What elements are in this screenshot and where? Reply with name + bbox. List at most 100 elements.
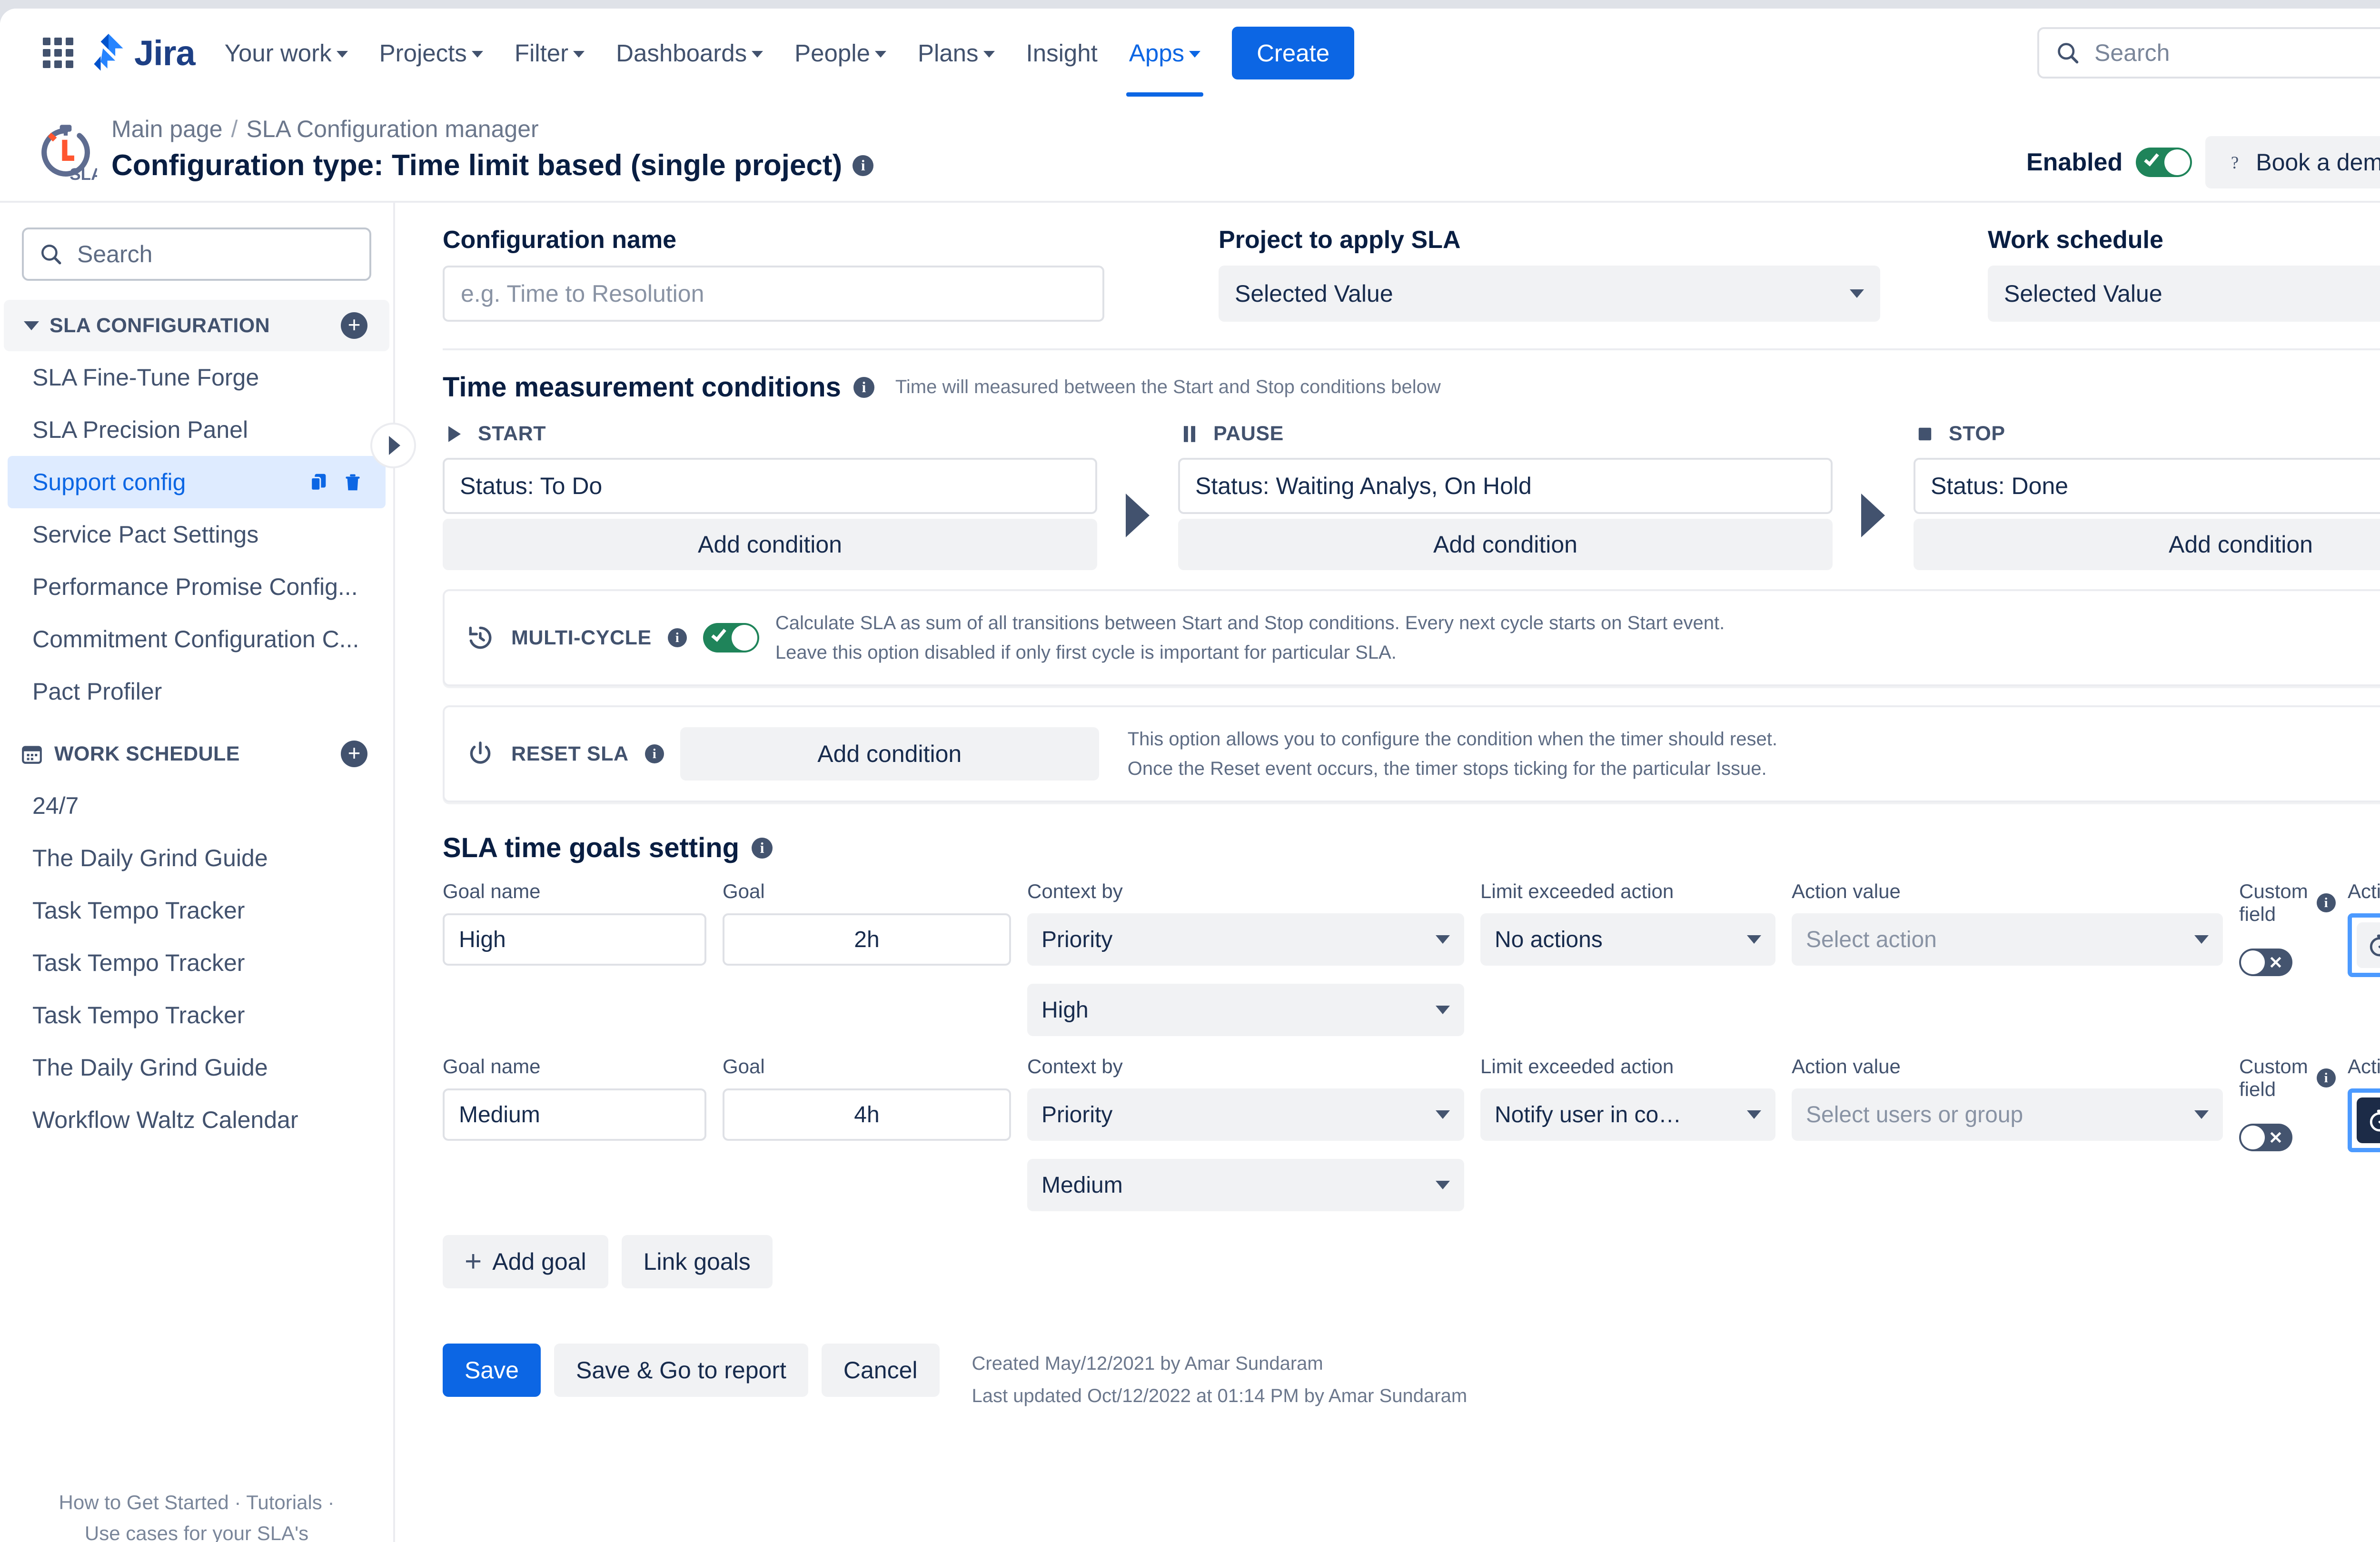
link-tutorials[interactable]: Tutorials: [246, 1491, 322, 1513]
pause-condition-column: PAUSE Status: Waiting Analys, On Hold Ad…: [1178, 422, 1833, 570]
link-use-cases[interactable]: Use cases for your SLA's: [84, 1522, 309, 1542]
actions-cell: Actions: [2348, 1055, 2380, 1152]
calendar-exclusion-button[interactable]: [2357, 922, 2380, 968]
config-top-fields: Configuration name e.g. Time to Resoluti…: [443, 226, 2380, 322]
add-goal-button[interactable]: + Add goal: [443, 1235, 608, 1288]
action-value-select[interactable]: Select action: [1792, 913, 2223, 966]
context-value-select[interactable]: Medium: [1027, 1159, 1464, 1211]
info-icon[interactable]: i: [2316, 893, 2336, 912]
link-how-to-get-started[interactable]: How to Get Started: [59, 1491, 229, 1513]
search-input[interactable]: Search: [2037, 27, 2380, 79]
nav-item-dashboards[interactable]: Dashboards: [616, 32, 764, 74]
multi-cycle-toggle[interactable]: [703, 623, 759, 652]
limit-exceeded-action-select[interactable]: No actions: [1480, 913, 1775, 966]
project-to-apply-sla-select[interactable]: Selected Value: [1219, 266, 1880, 322]
work-schedule-select[interactable]: Selected Value: [1988, 266, 2380, 322]
trash-icon[interactable]: [342, 471, 364, 493]
limit-exceeded-action-select[interactable]: Notify user in co…: [1480, 1088, 1775, 1141]
goal-name-input[interactable]: High: [443, 913, 706, 966]
sidebar-item-pact-profiler[interactable]: Pact Profiler: [0, 665, 393, 718]
context-by-select[interactable]: Priority: [1027, 913, 1464, 966]
book-a-demo-button[interactable]: ? Book a demo: [2205, 136, 2380, 188]
info-icon[interactable]: i: [752, 837, 773, 859]
jira-logo[interactable]: Jira: [90, 33, 196, 73]
sidebar-item-workflow-waltz-calendar[interactable]: Workflow Waltz Calendar: [0, 1094, 393, 1146]
nav-item-filter[interactable]: Filter: [515, 32, 585, 74]
context-value-select[interactable]: High: [1027, 984, 1464, 1036]
divider: [443, 348, 2380, 350]
sidebar-expand-button[interactable]: [370, 423, 416, 468]
save-and-go-to-report-button[interactable]: Save & Go to report: [554, 1344, 808, 1397]
goal-input[interactable]: 4h: [723, 1088, 1011, 1141]
nav-item-insight[interactable]: Insight: [1026, 32, 1098, 74]
chevron-down-icon: [1436, 1006, 1450, 1014]
sidebar-item-the-daily-grind-guide-1[interactable]: The Daily Grind Guide: [0, 832, 393, 884]
save-button[interactable]: Save: [443, 1344, 541, 1397]
search-icon: [2058, 43, 2079, 64]
separator-dot: ·: [327, 1491, 335, 1513]
sidebar-item-24-7[interactable]: 24/7: [0, 780, 393, 832]
sidebar-item-commitment-configuration[interactable]: Commitment Configuration C...: [0, 613, 393, 665]
info-icon[interactable]: i: [645, 744, 664, 763]
table-row: Goal name High Goal 2h Context by: [443, 880, 2380, 1036]
page-body: Search SLA CONFIGURATION + SLA Fine-Tune…: [0, 201, 2380, 1542]
sidebar-search-input[interactable]: Search: [22, 227, 371, 281]
start-condition-value[interactable]: Status: To Do: [443, 458, 1097, 514]
info-icon[interactable]: i: [853, 376, 874, 398]
nav-item-people[interactable]: People: [794, 32, 886, 74]
sidebar-item-support-config[interactable]: Support config: [8, 456, 386, 508]
stop-condition-value[interactable]: Status: Done: [1914, 458, 2380, 514]
nav-item-projects[interactable]: Projects: [379, 32, 483, 74]
sidebar-item-task-tempo-tracker-1[interactable]: Task Tempo Tracker: [0, 884, 393, 937]
sidebar-item-sla-precision-panel[interactable]: SLA Precision Panel: [0, 404, 393, 456]
configuration-name-field: Configuration name e.g. Time to Resoluti…: [443, 226, 1104, 322]
nav-item-apps[interactable]: Apps: [1126, 32, 1204, 97]
action-value-select[interactable]: Select users or group: [1792, 1088, 2223, 1141]
custom-field-toggle[interactable]: ✕: [2239, 1124, 2292, 1151]
info-icon[interactable]: i: [853, 155, 874, 176]
copy-icon[interactable]: [307, 471, 329, 493]
sidebar-item-service-pact-settings[interactable]: Service Pact Settings: [0, 508, 393, 561]
context-by-select[interactable]: Priority: [1027, 1088, 1464, 1141]
pause-condition-text: Status: Waiting Analys, On Hold: [1195, 473, 1532, 499]
app-switcher-icon[interactable]: [43, 38, 73, 68]
goal-input[interactable]: 2h: [723, 913, 1011, 966]
pause-add-condition-button[interactable]: Add condition: [1178, 519, 1833, 570]
goal-action-buttons: + Add goal Link goals: [443, 1235, 2380, 1288]
sidebar-item-task-tempo-tracker-2[interactable]: Task Tempo Tracker: [0, 937, 393, 989]
link-goals-button[interactable]: Link goals: [621, 1235, 773, 1288]
reset-sla-label: RESET SLA: [511, 742, 629, 765]
goal-name-input[interactable]: Medium: [443, 1088, 706, 1141]
start-add-condition-button[interactable]: Add condition: [443, 519, 1097, 570]
stop-add-condition-button[interactable]: Add condition: [1914, 519, 2380, 570]
last-updated-text: Last updated Oct/12/2022 at 01:14 PM by …: [972, 1385, 1468, 1406]
jira-logo-icon: [94, 34, 123, 71]
sidebar-item-performance-promise-config[interactable]: Performance Promise Config...: [0, 561, 393, 613]
breadcrumb-sla-configuration-manager[interactable]: SLA Configuration manager: [246, 116, 539, 142]
chevron-down-icon: [1436, 1181, 1450, 1189]
custom-field-toggle[interactable]: ✕: [2239, 949, 2292, 976]
configuration-name-input[interactable]: e.g. Time to Resolution: [443, 266, 1104, 322]
row-action-buttons: [2348, 1088, 2380, 1152]
goal-value: 2h: [854, 927, 880, 952]
breadcrumb-main-page[interactable]: Main page: [111, 116, 223, 142]
calendar-exclusion-button[interactable]: [2357, 1097, 2380, 1143]
sidebar-item-task-tempo-tracker-3[interactable]: Task Tempo Tracker: [0, 989, 393, 1041]
sidebar-item-sla-fine-tune-forge[interactable]: SLA Fine-Tune Forge: [0, 351, 393, 404]
pause-condition-value[interactable]: Status: Waiting Analys, On Hold: [1178, 458, 1833, 514]
create-button[interactable]: Create: [1232, 26, 1355, 79]
nav-item-plans[interactable]: Plans: [918, 32, 995, 74]
sidebar-section-work-schedule[interactable]: WORK SCHEDULE +: [4, 728, 389, 780]
enabled-toggle[interactable]: [2136, 148, 2192, 177]
info-icon[interactable]: i: [2316, 1068, 2336, 1087]
reset-sla-add-condition-button[interactable]: Add condition: [680, 727, 1099, 781]
nav-label: Dashboards: [616, 39, 747, 67]
add-work-schedule-button[interactable]: +: [341, 741, 367, 767]
sidebar-item-the-daily-grind-guide-2[interactable]: The Daily Grind Guide: [0, 1041, 393, 1094]
info-icon[interactable]: i: [667, 628, 687, 647]
close-icon: ✕: [2268, 1128, 2283, 1147]
nav-item-your-work[interactable]: Your work: [225, 32, 348, 74]
cancel-button[interactable]: Cancel: [821, 1344, 940, 1397]
sidebar-section-sla-configuration[interactable]: SLA CONFIGURATION +: [4, 300, 389, 351]
add-sla-configuration-button[interactable]: +: [341, 312, 367, 339]
